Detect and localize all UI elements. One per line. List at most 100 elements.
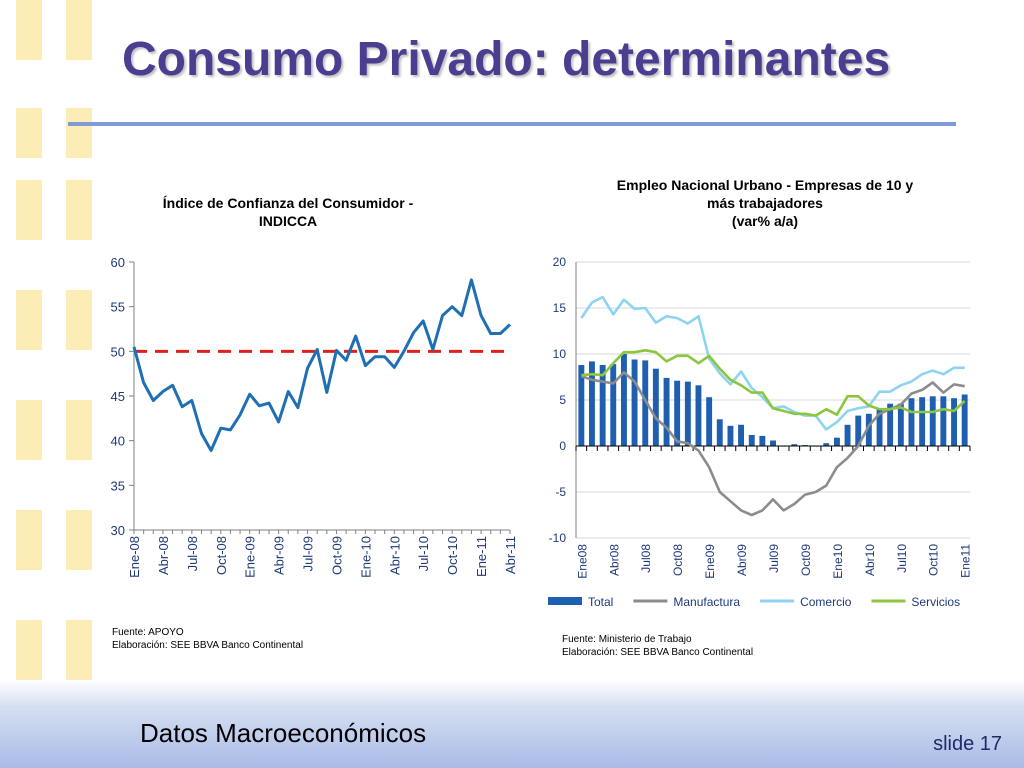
y-tick-label: -10 [549, 531, 567, 545]
y-tick-label: -5 [555, 485, 566, 499]
x-tick-label: Abr-11 [503, 536, 518, 574]
bar-total [610, 364, 617, 446]
bar-total [759, 435, 766, 446]
legend-label-total: Total [588, 595, 613, 609]
bar-total [834, 437, 840, 446]
x-tick-label: Oct08 [671, 544, 685, 576]
bar-total [770, 440, 776, 446]
bar-total [887, 403, 894, 446]
series-line-servicios [581, 349, 966, 417]
y-tick-label: 55 [111, 300, 125, 315]
bar-total [961, 394, 968, 446]
x-tick-label: Abr10 [863, 544, 877, 576]
x-tick-label: Abr-10 [387, 536, 402, 575]
x-tick-label: Ene10 [831, 544, 845, 579]
y-tick-label: 10 [553, 347, 567, 361]
bar-total [876, 408, 883, 446]
x-tick-label: Abr08 [607, 544, 621, 576]
y-tick-label: 40 [111, 434, 125, 449]
right-chart-title: Empleo Nacional Urbano - Empresas de 10 … [560, 176, 970, 230]
x-tick-label: Abr-09 [272, 536, 287, 575]
bar-total [684, 381, 691, 446]
bar-total [674, 380, 681, 446]
left-chart-title-line2: INDICCA [258, 213, 318, 229]
legend-label-manufactura: Manufactura [673, 595, 740, 609]
slide-title: Consumo Privado: determinantes [122, 33, 891, 86]
bar-total [908, 398, 915, 446]
x-tick-label: Jul09 [767, 544, 781, 573]
x-tick-label: Jul10 [895, 544, 909, 573]
bar-total [738, 424, 744, 446]
x-tick-label: Oct-09 [329, 536, 344, 575]
right-chart-title-line1: Empleo Nacional Urbano - Empresas de 10 … [616, 177, 914, 193]
right-source-line2: Elaboración: SEE BBVA Banco Continental [562, 647, 754, 658]
bar-total [589, 361, 595, 446]
right-chart-title-line2: más trabajadores [707, 195, 823, 211]
y-tick-label: 45 [111, 389, 125, 404]
x-tick-label: Oct09 [799, 544, 813, 576]
x-tick-label: Oct-08 [214, 536, 229, 575]
bar-total [951, 398, 957, 446]
indicca-chart: 30 35 40 45 50 55 60 Ene-08 Abr-08 Jul-08 Oct-08 En… [111, 255, 518, 578]
bar-total [631, 359, 638, 446]
left-source-line1: Fuente: APOYO [112, 627, 184, 638]
right-source-line1: Fuente: Ministerio de Trabajo [562, 634, 692, 645]
bar-total [940, 396, 947, 446]
right-chart-source: Fuente: Ministerio de Trabajo Elaboració… [562, 633, 753, 659]
bar-total [791, 444, 798, 446]
x-tick-label: Abr-08 [156, 536, 171, 575]
x-tick-label: Oct10 [927, 544, 941, 576]
footer-section-label: Datos Macroeconómicos [140, 718, 427, 748]
left-chart-source: Fuente: APOYO Elaboración: SEE BBVA Banc… [112, 626, 303, 652]
x-tick-label: Oct-10 [445, 536, 460, 575]
y-tick-label: 35 [111, 478, 125, 493]
x-tick-label: Ene-08 [127, 536, 142, 578]
x-tick-label: Jul-08 [185, 536, 200, 571]
title-divider [68, 122, 956, 126]
bar-total [621, 354, 627, 446]
y-tick-label: 30 [111, 523, 125, 538]
x-tick-label: Ene11 [959, 544, 973, 578]
x-tick-label: Ene08 [575, 544, 589, 579]
bar-total [844, 424, 851, 446]
left-chart-title-line1: Índice de Confianza del Consumidor - [162, 195, 414, 211]
legend-label-comercio: Comercio [800, 595, 852, 609]
y-tick-label: 20 [553, 255, 567, 269]
series-line-manufactura [580, 371, 965, 517]
bar-total [929, 396, 936, 446]
x-tick-label: Jul08 [639, 544, 653, 573]
bar-total [599, 365, 606, 446]
bar-total [823, 443, 830, 446]
y-tick-label: 15 [553, 301, 567, 315]
legend-swatch-total [548, 597, 582, 605]
bar-total [578, 365, 585, 446]
bar-total [652, 368, 659, 446]
bar-total [919, 397, 926, 446]
bar-total [865, 413, 872, 446]
y-tick-label: 5 [559, 393, 566, 407]
employment-chart: -10 -5 0 5 10 15 20 Ene08 Abr08 Jul08 Oct08 Ene09 Ab… [548, 255, 973, 609]
bar-total [706, 397, 713, 446]
bar-total [695, 385, 702, 446]
bar-total [748, 435, 755, 446]
y-tick-label: 50 [111, 344, 125, 359]
indicca-series-line [132, 278, 512, 452]
legend-label-servicios: Servicios [911, 595, 960, 609]
bar-total [897, 403, 904, 446]
y-tick-label: 60 [111, 255, 125, 270]
bar-total [663, 377, 670, 446]
bar-total [642, 360, 649, 446]
bar-total [727, 425, 734, 446]
x-tick-label: Ene09 [703, 544, 717, 579]
bar-total [716, 419, 723, 446]
right-chart-title-line3: (var% a/a) [731, 213, 799, 229]
decorative-pattern [0, 0, 120, 768]
bar-total [855, 415, 862, 446]
left-source-line2: Elaboración: SEE BBVA Banco Continental [112, 640, 304, 651]
y-tick-label: 0 [559, 439, 566, 453]
x-tick-label: Ene-11 [474, 536, 489, 577]
footer-band [0, 680, 1024, 768]
x-tick-label: Jul-09 [301, 536, 316, 571]
x-tick-label: Ene-10 [358, 536, 373, 578]
x-tick-label: Ene-09 [243, 536, 258, 578]
